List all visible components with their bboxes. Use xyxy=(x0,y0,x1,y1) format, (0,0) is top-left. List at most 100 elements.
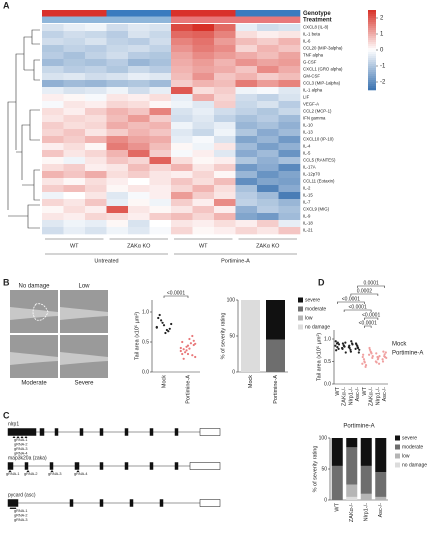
point xyxy=(162,324,166,327)
heat-cell xyxy=(171,122,193,130)
point xyxy=(165,328,168,332)
heat-cell xyxy=(278,136,301,144)
point xyxy=(182,348,185,351)
heat-cell xyxy=(85,122,107,130)
row-label: CCL2 (MCP-1) xyxy=(303,109,332,114)
point xyxy=(188,347,191,350)
colorbar-step xyxy=(368,50,376,53)
heat-cell xyxy=(214,73,236,81)
colorbar-step xyxy=(368,42,376,45)
heat-cell xyxy=(214,129,236,137)
y-tick-label: 0.0 xyxy=(142,369,149,375)
larva-tail xyxy=(60,352,108,365)
heat-cell xyxy=(85,59,107,67)
point xyxy=(368,353,371,356)
colorbar-label: -1 xyxy=(380,64,386,70)
heat-cell xyxy=(63,24,86,32)
exon xyxy=(189,462,221,470)
heat-cell xyxy=(192,108,215,116)
exon xyxy=(174,428,179,436)
bar-segment xyxy=(331,438,343,466)
heat-cell xyxy=(214,122,236,130)
heat-cell xyxy=(192,143,215,151)
exon xyxy=(7,462,14,470)
heat-cell xyxy=(149,108,172,116)
heat-cell xyxy=(106,206,129,214)
gene-name: map3k20a (zaka) xyxy=(8,455,47,461)
heat-cell xyxy=(42,227,64,235)
tail-outline xyxy=(32,303,49,321)
heat-cell xyxy=(257,164,279,172)
heat-cell xyxy=(85,94,107,102)
heat-cell xyxy=(257,66,279,74)
heat-cell xyxy=(85,199,107,207)
point xyxy=(337,343,341,346)
row-label: IL-7 xyxy=(303,200,311,205)
x-tick-label: ZAKα-/- xyxy=(349,503,355,522)
guide-arrow xyxy=(9,507,13,509)
annotation-cell xyxy=(192,16,215,23)
heat-cell xyxy=(278,178,301,186)
x-tick-label: WT xyxy=(335,386,341,395)
heat-cell xyxy=(214,171,236,179)
heat-cell xyxy=(278,45,301,53)
point xyxy=(191,334,194,338)
heat-cell xyxy=(149,185,172,193)
heat-cell xyxy=(171,143,193,151)
point xyxy=(344,351,347,354)
point xyxy=(375,361,378,364)
heat-cell xyxy=(128,164,150,172)
point xyxy=(334,340,337,343)
colorbar-step xyxy=(368,70,376,73)
point xyxy=(351,343,354,346)
heat-cell xyxy=(149,122,172,130)
row-label: IL-2 xyxy=(303,186,311,191)
heat-cell xyxy=(149,206,172,214)
heat-cell xyxy=(42,94,64,102)
heat-cell xyxy=(214,31,236,39)
point xyxy=(371,355,374,358)
bar-segment xyxy=(266,300,285,340)
colorbar-step xyxy=(368,24,376,27)
heat-cell xyxy=(42,52,64,60)
heat-cell xyxy=(63,87,86,95)
heat-cell xyxy=(192,192,215,200)
heat-cell xyxy=(235,213,258,221)
heat-cell xyxy=(257,199,279,207)
point xyxy=(191,354,194,357)
heat-cell xyxy=(278,73,301,81)
heat-cell xyxy=(278,122,301,130)
heat-cell xyxy=(235,220,258,228)
annotation-cell xyxy=(106,10,129,17)
heat-cell xyxy=(63,80,86,88)
heat-cell xyxy=(149,94,172,102)
y-axis-label: Tail area (x10⁵ µm²) xyxy=(315,333,322,381)
heat-cell xyxy=(171,94,193,102)
y-tick-label: 1.0 xyxy=(142,309,149,315)
annotation-cell xyxy=(42,16,64,23)
image-label: Moderate xyxy=(21,381,47,387)
heat-cell xyxy=(278,206,301,214)
x-tick-label: Asc-/- xyxy=(378,503,384,518)
heat-cell xyxy=(42,150,64,158)
heat-cell xyxy=(235,185,258,193)
treatment-label: Portimine-A xyxy=(221,258,250,264)
row-label: IL-9 xyxy=(303,214,311,219)
heat-cell xyxy=(42,206,64,214)
heat-cell xyxy=(192,213,215,221)
heat-cell xyxy=(63,220,86,228)
heat-cell xyxy=(63,115,86,123)
row-label: LIF xyxy=(303,95,310,100)
heat-cell xyxy=(42,115,64,123)
row-label: IL-18 xyxy=(303,221,313,226)
heat-cell xyxy=(85,87,107,95)
heat-cell xyxy=(85,115,107,123)
heat-cell xyxy=(128,94,150,102)
heat-cell xyxy=(278,185,301,193)
heat-cell xyxy=(257,157,279,165)
heat-cell xyxy=(42,185,64,193)
point xyxy=(170,322,173,326)
heat-cell xyxy=(149,192,172,200)
colorbar-step xyxy=(368,74,376,77)
heat-cell xyxy=(149,150,172,158)
